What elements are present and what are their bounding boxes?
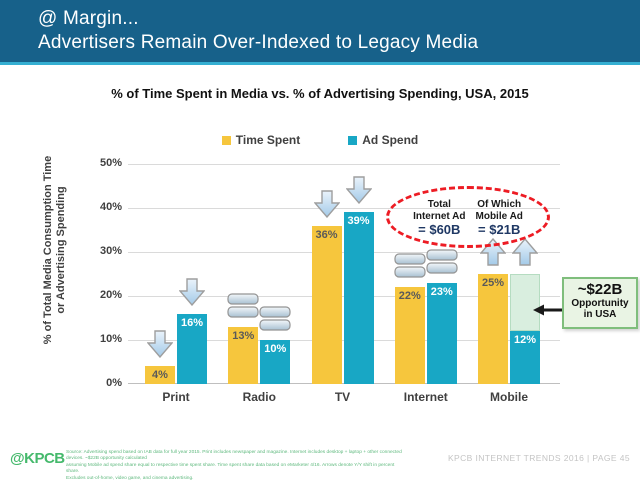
- legend-item-ad-spend: Ad Spend: [348, 133, 418, 147]
- bar-value-label: 23%: [430, 285, 453, 298]
- x-axis-label-radio: Radio: [242, 390, 276, 404]
- internet-ad-value: = $60B: [418, 221, 461, 237]
- opportunity-box: ~$22B Opportunity in USA: [562, 277, 638, 329]
- y-tick-label: 50%: [99, 157, 122, 169]
- bar-value-label: 36%: [315, 228, 338, 241]
- footer-page-info: KPCB INTERNET TRENDS 2016 | PAGE 45: [447, 453, 630, 463]
- time-spent-swatch-icon: [221, 135, 231, 145]
- flat-equal-icon: [394, 253, 426, 284]
- internet-time-spent-bar: 22%: [394, 287, 425, 384]
- mobile-opportunity-overlay: [510, 274, 540, 332]
- source-note: Source: Advertising spend based on IAB d…: [66, 450, 402, 480]
- bar-value-label: 39%: [347, 215, 370, 228]
- slide-header: @ Margin... Advertisers Remain Over-Inde…: [0, 0, 640, 62]
- x-axis-label-mobile: Mobile: [490, 390, 528, 404]
- internet-ad-callout: Total Internet Ad = $60B Of Which Mobile…: [386, 186, 550, 248]
- legend-label: Ad Spend: [362, 133, 419, 147]
- header-kicker: @ Margin...: [38, 8, 139, 29]
- plot-area: 4% 16% 13% 10% 36% 39% 22% 23% 25% 12%: [128, 164, 560, 384]
- ad-spend-swatch-icon: [348, 135, 358, 145]
- flat-equal-icon: [259, 306, 291, 337]
- flat-equal-icon: [426, 249, 458, 280]
- down-arrow-icon: [344, 176, 373, 209]
- y-axis-title: % of Total Media Consumption Time or Adv…: [42, 155, 67, 345]
- x-axis-label-print: Print: [162, 390, 190, 404]
- left-arrow-icon: [533, 304, 562, 316]
- bar-value-label: 4%: [152, 369, 168, 382]
- up-arrow-icon: [479, 237, 507, 271]
- legend-item-time-spent: Time Spent: [221, 133, 301, 147]
- internet-ad-spend-bar: 23%: [426, 282, 457, 384]
- down-arrow-icon: [312, 189, 341, 223]
- opportunity-value: ~$22B: [577, 281, 623, 298]
- bar-value-label: 10%: [264, 343, 287, 355]
- down-arrow-icon: [178, 277, 206, 311]
- tv-time-spent-bar: 36%: [311, 225, 342, 384]
- mobile-ad-value: = $21B: [478, 221, 521, 237]
- tv-ad-spend-bar: 39%: [343, 212, 374, 384]
- y-tick-label: 0%: [106, 377, 122, 389]
- legend-label: Time Spent: [235, 133, 301, 147]
- gridline: [128, 164, 560, 165]
- kpcb-logo: @KPCB: [10, 450, 65, 467]
- total-internet-ad: Total Internet Ad = $60B: [413, 198, 466, 237]
- gridline: [128, 208, 560, 209]
- bar-value-label: 12%: [513, 334, 537, 347]
- header-title: Advertisers Remain Over-Indexed to Legac…: [38, 32, 479, 53]
- y-tick-label: 40%: [99, 201, 122, 213]
- chart-title: % of Time Spent in Media vs. % of Advert…: [111, 86, 529, 101]
- header-accent-line: [0, 62, 640, 65]
- radio-ad-spend-bar: 10%: [260, 340, 291, 384]
- print-time-spent-bar: 4%: [145, 366, 175, 384]
- x-axis-label-internet: Internet: [403, 390, 448, 404]
- x-axis-label-tv: TV: [334, 390, 351, 404]
- bar-value-label: 22%: [398, 290, 421, 303]
- up-arrow-icon: [511, 237, 539, 271]
- down-arrow-icon: [146, 330, 174, 363]
- bar-value-label: 25%: [481, 277, 505, 289]
- y-tick-label: 10%: [99, 333, 122, 345]
- radio-time-spent-bar: 13%: [228, 326, 259, 384]
- mobile-ad-spend-bar: 12%: [510, 331, 540, 384]
- mobile-ad-of-which: Of Which Mobile Ad = $21B: [475, 198, 523, 237]
- mobile-time-spent-bar: 25%: [478, 274, 508, 384]
- print-ad-spend-bar: 16%: [177, 313, 207, 384]
- bar-value-label: 16%: [180, 316, 204, 329]
- bar-value-label: 13%: [232, 329, 255, 342]
- y-tick-label: 20%: [99, 289, 122, 301]
- chart-legend: Time Spent Ad Spend: [0, 133, 640, 147]
- flat-equal-icon: [227, 293, 259, 324]
- y-tick-label: 30%: [99, 245, 122, 257]
